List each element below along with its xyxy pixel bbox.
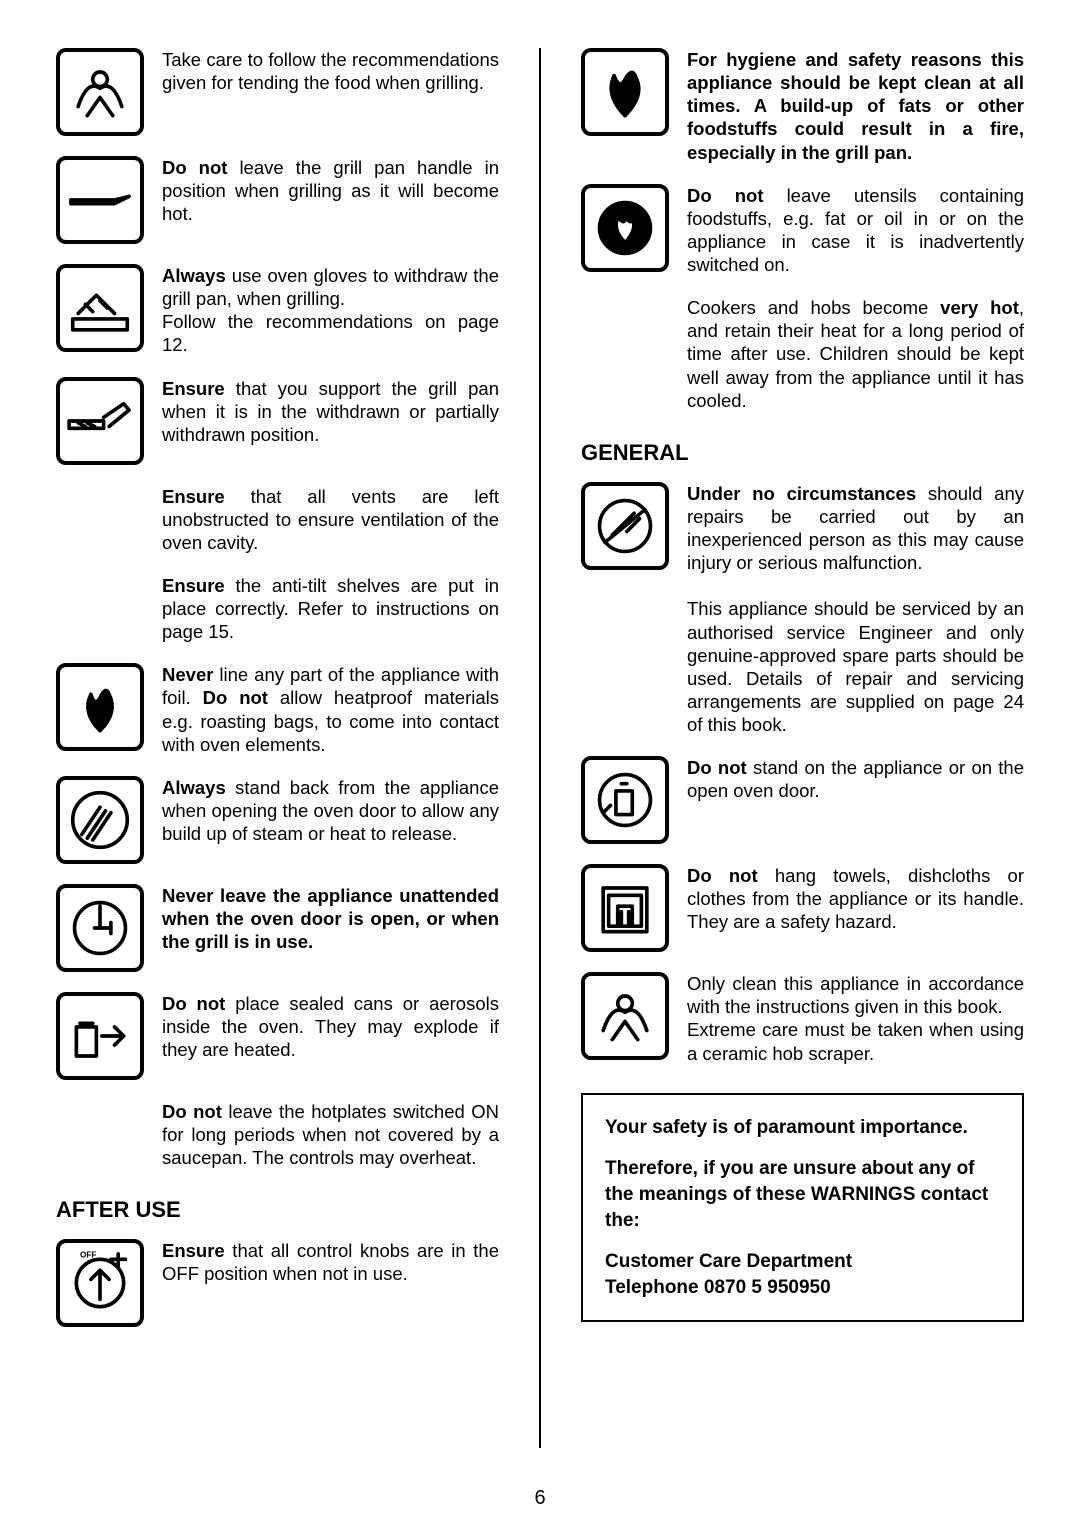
instruction-item: Cookers and hobs become very hot, and re… [581,296,1024,412]
instruction-item: Do not place sealed cans or aerosols ins… [56,992,499,1080]
instruction-text: Do not hang towels, dishcloths or clothe… [687,864,1024,952]
instruction-text: Ensure that all vents are left unobstruc… [162,485,499,554]
safety-icon: OFF [56,1239,144,1327]
safety-icon [581,184,669,272]
instruction-text: Never leave the appliance unattended whe… [162,884,499,972]
instruction-text: Never line any part of the appliance wit… [162,663,499,756]
instruction-item: Ensure the anti-tilt shelves are put in … [56,574,499,643]
right-column: For hygiene and safety reasons this appl… [573,48,1024,1448]
instruction-item: Do not leave the hotplates switched ON f… [56,1100,499,1169]
instruction-item: Do not stand on the appliance or on the … [581,756,1024,844]
safety-icon [56,156,144,244]
safety-icon [56,884,144,972]
instruction-text: Ensure that you support the grill pan wh… [162,377,499,465]
instruction-item: Ensure that all vents are left unobstruc… [56,485,499,554]
instruction-text: Always stand back from the appliance whe… [162,776,499,864]
safety-icon [56,663,144,751]
instruction-item: Take care to follow the recommendations … [56,48,499,136]
instruction-item: Never line any part of the appliance wit… [56,663,499,756]
page-number: 6 [0,1487,1080,1510]
instruction-item: Always stand back from the appliance whe… [56,776,499,864]
instruction-text: Do not stand on the appliance or on the … [687,756,1024,844]
after-use-heading: AFTER USE [56,1197,499,1223]
instruction-item: Do not leave utensils containing foodstu… [581,184,1024,277]
safety-p1: Your safety is of paramount importance. [605,1115,1000,1141]
instruction-item: Under no circumstances should any repair… [581,482,1024,736]
safety-p3: Customer Care DepartmentTelephone 0870 5… [605,1249,1000,1300]
instruction-text: Take care to follow the recommendations … [162,48,499,136]
instruction-text: Do not place sealed cans or aerosols ins… [162,992,499,1080]
instruction-item: Ensure that you support the grill pan wh… [56,377,499,465]
instruction-item: Do not hang towels, dishcloths or clothe… [581,864,1024,952]
safety-notice-box: Your safety is of paramount importance. … [581,1093,1024,1323]
safety-icon [581,864,669,952]
instruction-item: For hygiene and safety reasons this appl… [581,48,1024,164]
instruction-text: Under no circumstances should any repair… [687,482,1024,736]
safety-icon [56,48,144,136]
safety-p2: Therefore, if you are unsure about any o… [605,1156,1000,1233]
safety-icon [56,377,144,465]
instruction-item: Never leave the appliance unattended whe… [56,884,499,972]
instruction-text: Ensure that all control knobs are in the… [162,1239,499,1327]
instruction-text: Ensure the anti-tilt shelves are put in … [162,574,499,643]
safety-icon [581,482,669,570]
instruction-text: Do not leave the grill pan handle in pos… [162,156,499,244]
safety-icon [56,992,144,1080]
general-heading: GENERAL [581,440,1024,466]
instruction-item: Only clean this appliance in accordance … [581,972,1024,1065]
svg-text:OFF: OFF [80,1251,96,1260]
instruction-text: Do not leave the hotplates switched ON f… [162,1100,499,1169]
instruction-text: Always use oven gloves to withdraw the g… [162,264,499,357]
instruction-text: For hygiene and safety reasons this appl… [687,48,1024,164]
safety-icon [581,48,669,136]
left-column: Take care to follow the recommendations … [56,48,507,1448]
safety-icon [56,264,144,352]
column-divider [539,48,541,1448]
instruction-item: OFF Ensure that all control knobs are in… [56,1239,499,1327]
safety-icon [581,972,669,1060]
instruction-text: Only clean this appliance in accordance … [687,972,1024,1065]
instruction-text: Cookers and hobs become very hot, and re… [687,296,1024,412]
instruction-item: Do not leave the grill pan handle in pos… [56,156,499,244]
safety-icon [56,776,144,864]
instruction-item: Always use oven gloves to withdraw the g… [56,264,499,357]
two-column-layout: Take care to follow the recommendations … [56,48,1024,1448]
safety-icon [581,756,669,844]
instruction-text: Do not leave utensils containing foodstu… [687,184,1024,277]
